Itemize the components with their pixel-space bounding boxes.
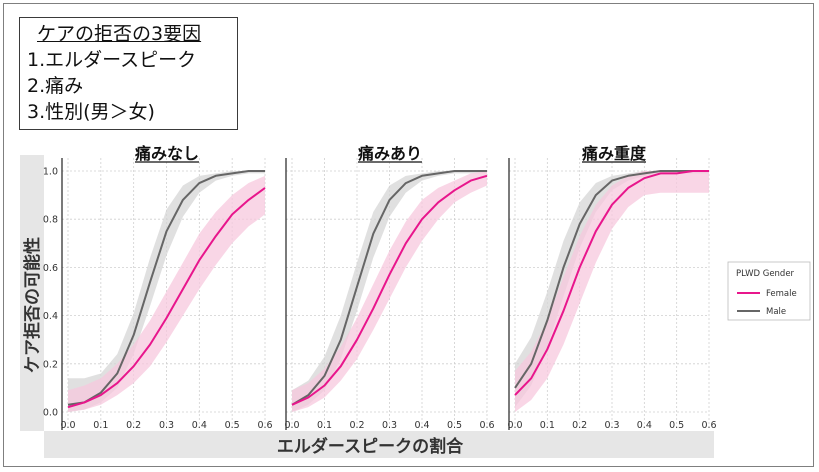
x-tick-label: 0.1 [317, 420, 332, 431]
panel-title: 痛み重度 [581, 144, 647, 163]
y-tick-label: 1.0 [43, 167, 58, 178]
x-tick-label: 0.5 [447, 420, 462, 431]
x-tick-label: 0.2 [572, 420, 587, 431]
x-tick-label: 0.4 [192, 420, 207, 431]
legend-title: PLWD Gender [736, 269, 795, 279]
x-tick-label: 0.4 [637, 420, 652, 431]
legend-label-male: Male [766, 307, 786, 317]
x-tick-label: 0.4 [414, 420, 429, 431]
y-axis-title: ケア拒否の可能性 [22, 237, 43, 373]
confidence-band-female [292, 171, 487, 412]
confidence-band-male [515, 171, 709, 408]
x-tick-label: 0.2 [126, 420, 141, 431]
x-tick-label: 0.6 [257, 420, 272, 431]
x-tick-label: 0.5 [225, 420, 240, 431]
y-tick-label: 0.8 [43, 215, 58, 226]
y-axis-band [20, 155, 44, 431]
series-line-female [291, 174, 488, 406]
x-tick-label: 0.3 [382, 420, 397, 431]
x-tick-label: 0.5 [669, 420, 684, 431]
note-item-3: 3.性別(男＞女) [27, 101, 155, 123]
series-line-female [514, 170, 709, 396]
note-item-1: 1.エルダースピーク [27, 49, 197, 71]
series-line-male [514, 170, 709, 389]
note-title: ケアの拒否の3要因 [37, 23, 202, 45]
x-tick-label: 0.0 [507, 420, 522, 431]
legend: PLWD Gender Female Male [727, 261, 811, 321]
note-item-2: 2.痛み [27, 75, 84, 97]
panel-title: 痛みなし [134, 144, 199, 163]
x-tick-label: 0.0 [60, 420, 75, 431]
x-tick-label: 0.6 [701, 420, 716, 431]
y-tick-label: 0.4 [43, 311, 58, 322]
panel-2: 0.0 0.1 0.2 0.3 0.4 0.5 0.6 痛みあり [284, 144, 494, 431]
x-tick-label: 0.1 [93, 420, 108, 431]
note-box: ケアの拒否の3要因 1.エルダースピーク 2.痛み 3.性別(男＞女) [19, 17, 238, 130]
panel-1: 0.0 0.1 0.2 0.3 0.4 0.5 0.6 0.0 0.2 0.4 0.6 0.8 1.0 痛… [43, 144, 273, 431]
confidence-band-female [515, 171, 709, 412]
x-axis-band [44, 431, 714, 458]
x-tick-label: 0.3 [159, 420, 174, 431]
y-tick-label: 0.6 [43, 263, 58, 274]
series-line-male [67, 170, 265, 406]
x-tick-label: 0.3 [604, 420, 619, 431]
panel-3: 0.0 0.1 0.2 0.3 0.4 0.5 0.6 痛み重度 [507, 144, 716, 431]
outer-frame [3, 3, 814, 467]
x-axis-title: エルダースピークの割合 [277, 436, 464, 457]
y-tick-label: 0.2 [43, 359, 58, 370]
series-line-female [67, 187, 266, 409]
x-tick-label: 0.2 [349, 420, 364, 431]
x-tick-label: 0.1 [540, 420, 555, 431]
y-tick-label: 0.0 [43, 408, 58, 419]
series-line-male [291, 170, 487, 406]
panel-title: 痛みあり [357, 144, 422, 163]
legend-label-female: Female [766, 289, 797, 299]
x-tick-label: 0.0 [284, 420, 299, 431]
x-tick-label: 0.6 [479, 420, 494, 431]
